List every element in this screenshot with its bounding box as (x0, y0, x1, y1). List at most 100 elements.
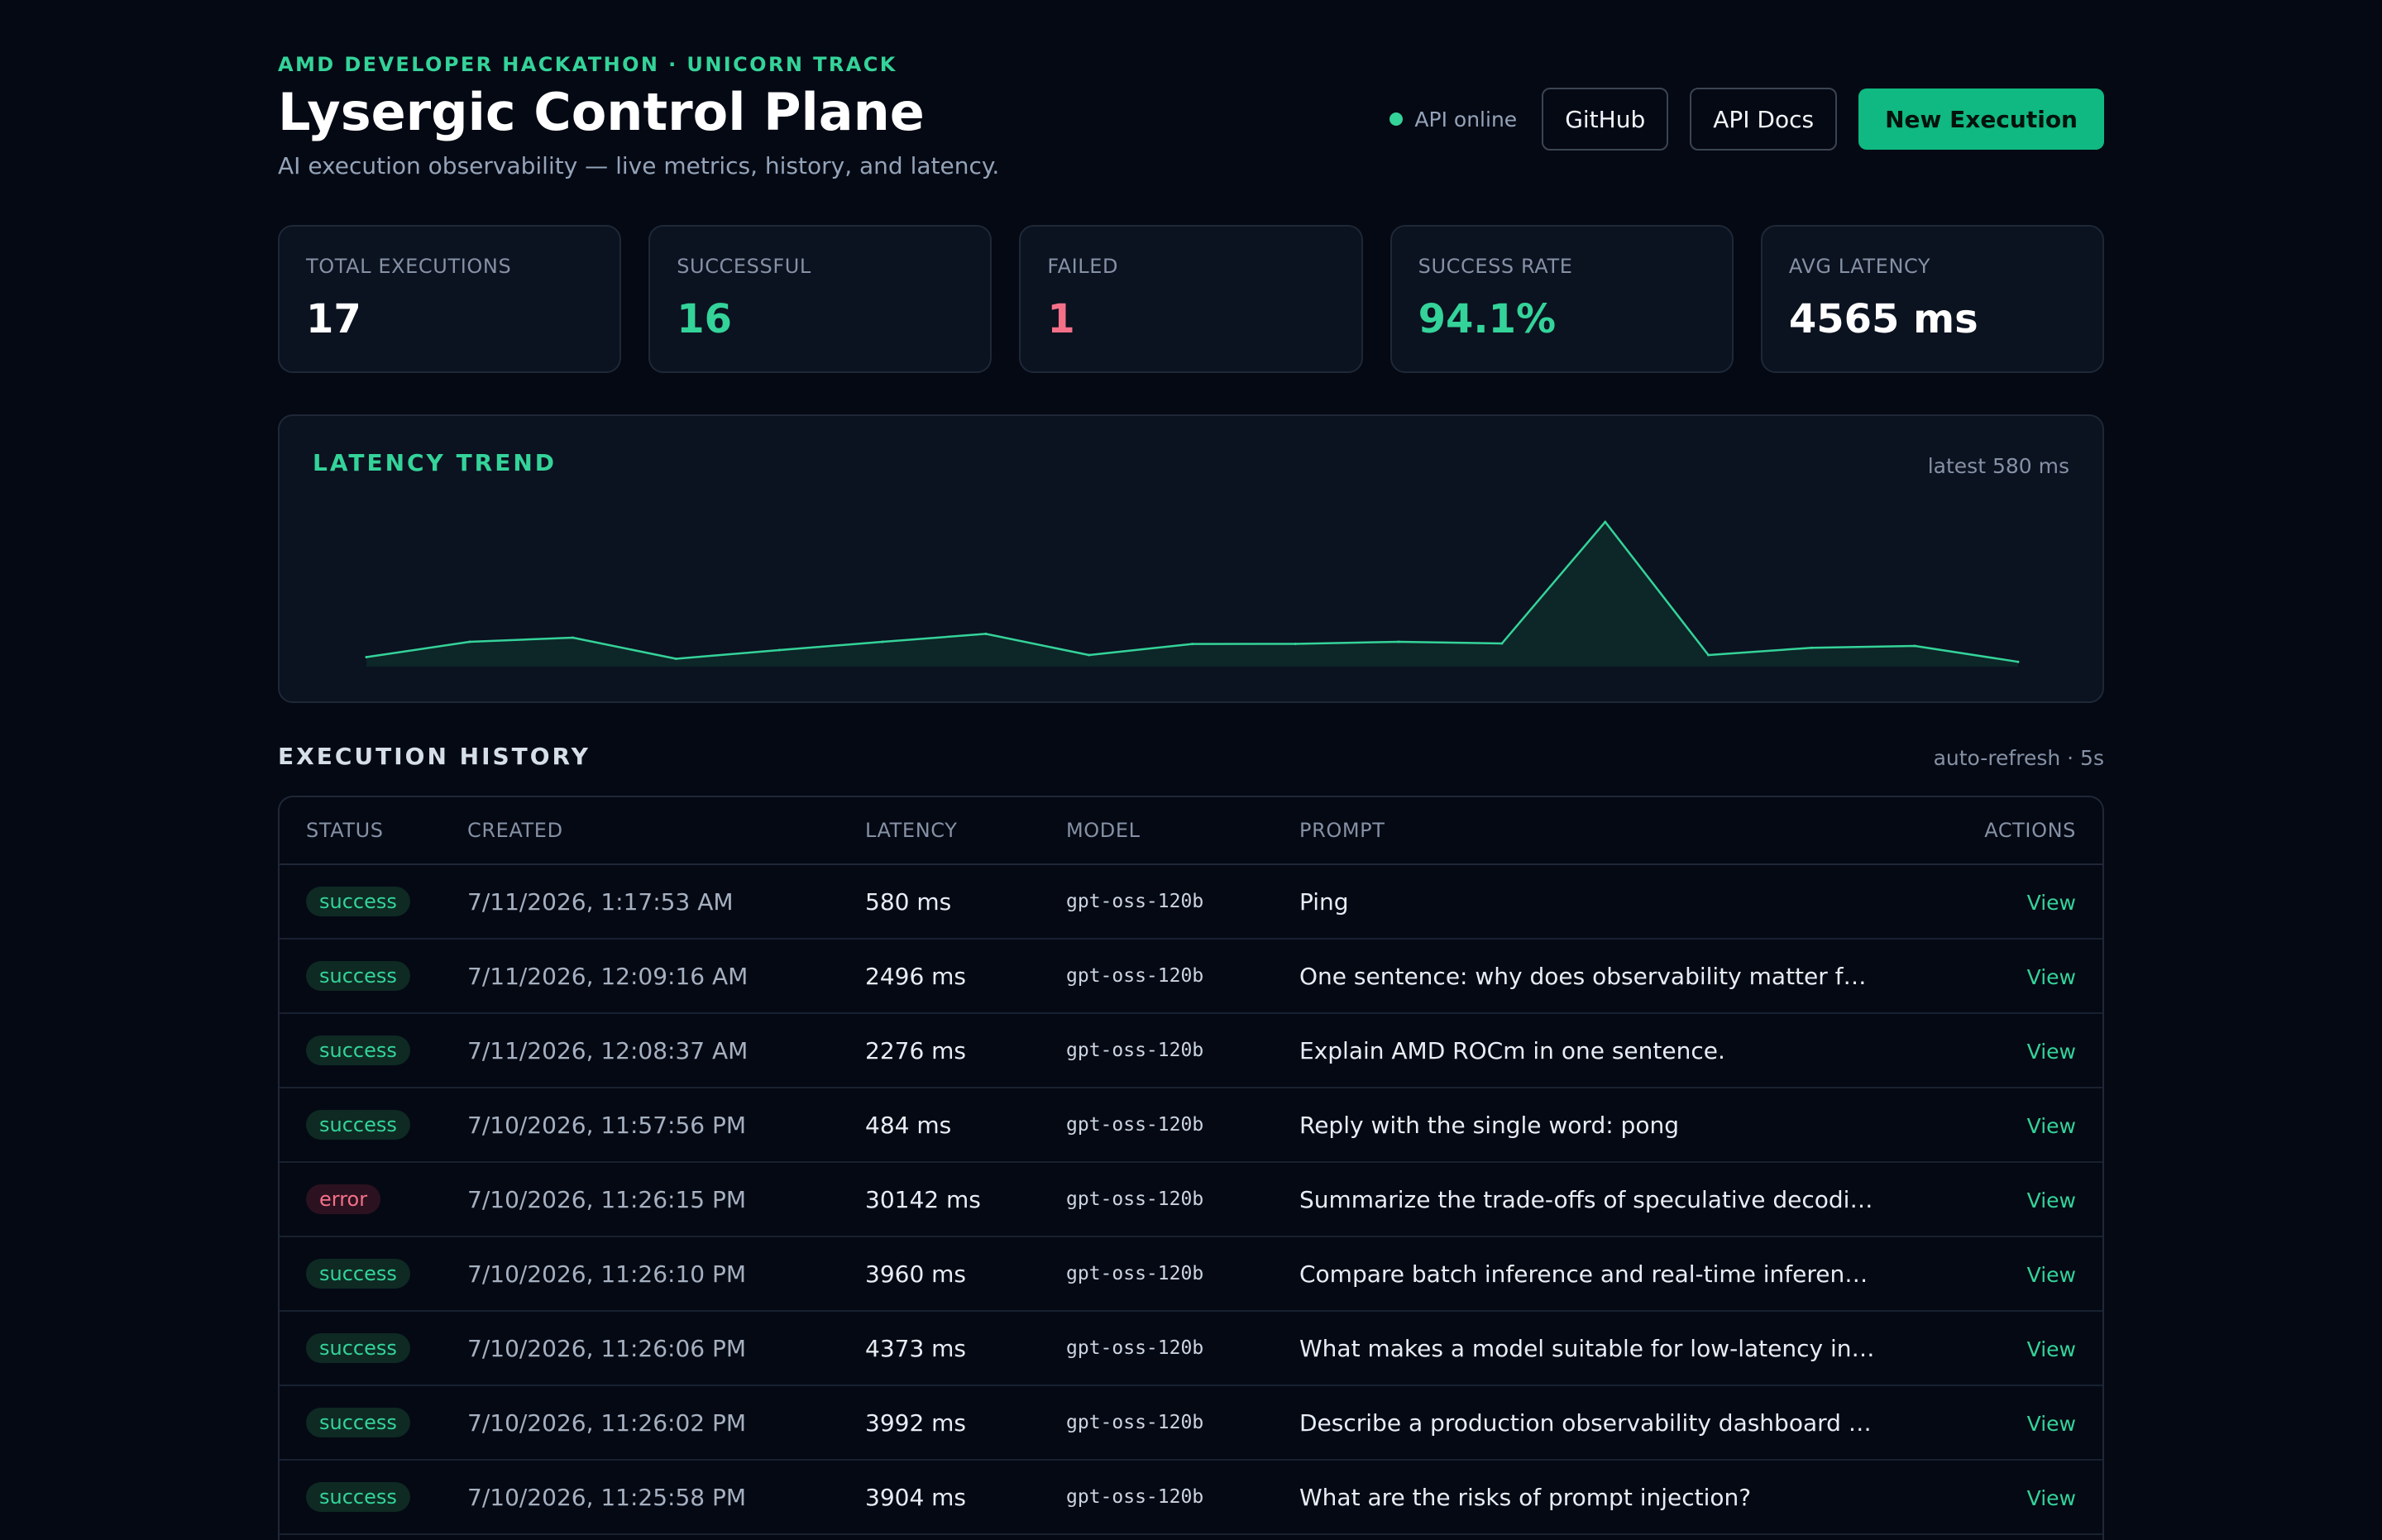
prompt-cell: Reply with the single word: pong (1299, 1112, 1957, 1139)
dashboard-page: AMD DEVELOPER HACKATHON · UNICORN TRACK … (278, 0, 2105, 1540)
model-cell: gpt-oss-120b (1066, 891, 1204, 912)
view-link[interactable]: View (2026, 1188, 2076, 1212)
view-link[interactable]: View (2026, 1262, 2076, 1287)
view-link[interactable]: View (2026, 1411, 2076, 1436)
table-row[interactable]: error 7/10/2026, 11:26:15 PM 30142 ms gpt-o… (280, 1163, 2102, 1237)
stat-label: TOTAL EXECUTIONS (306, 255, 512, 278)
prompt-text: Ping (1299, 887, 1349, 916)
latency-point (468, 640, 471, 643)
created-cell: 7/10/2026, 11:26:02 PM (467, 1408, 747, 1437)
view-link[interactable]: View (2026, 1337, 2076, 1361)
auto-refresh-label: auto-refresh · 5s (1933, 746, 2104, 770)
stat-value: 4565 ms (1788, 296, 1978, 342)
api-docs-button[interactable]: API Docs (1690, 88, 1838, 151)
model-cell: gpt-oss-120b (1066, 1114, 1204, 1136)
actions-cell: View (1957, 963, 2102, 990)
page-title: Lysergic Control Plane (278, 82, 925, 142)
table-row[interactable]: success 7/10/2026, 11:26:06 PM 4373 ms gpt-… (280, 1312, 2102, 1386)
column-header-latency[interactable]: LATENCY (865, 819, 958, 842)
prompt-cell: Ping (1299, 888, 1957, 916)
latency-area (366, 522, 2018, 667)
new-execution-button[interactable]: New Execution (1858, 88, 2104, 150)
history-header: EXECUTION HISTORY auto-refresh · 5s (278, 703, 2104, 796)
column-header-prompt[interactable]: PROMPT (1299, 819, 1385, 842)
latency-point (881, 640, 884, 643)
table-row[interactable]: success 7/10/2026, 11:57:56 PM 484 ms gpt-o… (280, 1088, 2102, 1163)
prompt-text: Compare batch inference and real-time in… (1299, 1260, 1868, 1288)
latency-cell: 3960 ms (865, 1260, 967, 1288)
status-badge: success (306, 1482, 410, 1512)
prompt-text: One sentence: why does observability mat… (1299, 962, 1867, 990)
table-row[interactable]: success 7/10/2026, 11:26:10 PM 3960 ms gpt-… (280, 1237, 2102, 1312)
view-link[interactable]: View (2026, 890, 2076, 915)
latency-point (1604, 520, 1607, 524)
latency-cell: 4373 ms (865, 1334, 967, 1362)
latency-point (1810, 646, 1813, 649)
view-link[interactable]: View (2026, 1485, 2076, 1510)
view-link[interactable]: View (2026, 964, 2076, 989)
table-row[interactable]: success 7/10/2026, 11:25:58 PM 3904 ms gpt-… (280, 1461, 2102, 1535)
model-cell: gpt-oss-120b (1066, 1337, 1204, 1359)
header-actions: API online GitHub API Docs New Execution (1390, 88, 2104, 151)
latency-series-line (366, 520, 2019, 663)
view-link[interactable]: View (2026, 1113, 2076, 1138)
status-cell: success (280, 1035, 467, 1065)
column-header-created[interactable]: CREATED (467, 819, 563, 842)
created-cell: 7/10/2026, 11:26:10 PM (467, 1260, 747, 1288)
latency-latest: latest 580 ms (1927, 454, 2069, 478)
column-header-actions: ACTIONS (1984, 819, 2076, 842)
status-badge: success (306, 1259, 410, 1289)
latency-point (984, 632, 988, 635)
api-status-label: API online (1414, 107, 1518, 132)
model-cell: gpt-oss-120b (1066, 1263, 1204, 1284)
prompt-cell: Explain AMD ROCm in one sentence. (1299, 1037, 1957, 1064)
view-link[interactable]: View (2026, 1039, 2076, 1064)
table-header: STATUS CREATED LATENCY MODEL PROMPT ACTI… (280, 797, 2102, 865)
table-row[interactable]: success 7/10/2026, 11:26:02 PM 3992 ms gpt-… (280, 1386, 2102, 1461)
actions-cell: View (1957, 1112, 2102, 1139)
github-button[interactable]: GitHub (1542, 88, 1669, 151)
latency-point (1397, 640, 1400, 643)
stat-card-failed: FAILED 1 (1019, 225, 1363, 373)
prompt-text: What are the risks of prompt injection? (1299, 1483, 1752, 1511)
status-cell: success (280, 1259, 467, 1289)
latency-point (572, 636, 575, 639)
status-badge: success (306, 1333, 410, 1363)
latency-point (1707, 653, 1710, 657)
stat-card-total: TOTAL EXECUTIONS 17 (278, 225, 622, 373)
status-badge: error (306, 1184, 381, 1214)
latency-point (1088, 653, 1091, 657)
latency-point (1294, 643, 1297, 645)
prompt-text: What makes a model suitable for low-late… (1299, 1334, 1875, 1362)
actions-cell: View (1957, 1037, 2102, 1064)
status-cell: error (280, 1184, 467, 1214)
stat-card-success-rate: SUCCESS RATE 94.1% (1390, 225, 1734, 373)
latency-cell: 484 ms (865, 1111, 952, 1139)
table-row[interactable]: success 7/11/2026, 12:09:16 AM 2496 ms gpt-… (280, 940, 2102, 1014)
prompt-cell: What are the risks of prompt injection? (1299, 1484, 1957, 1511)
page-header: AMD DEVELOPER HACKATHON · UNICORN TRACK … (278, 0, 2104, 225)
stat-card-successful: SUCCESSFUL 16 (648, 225, 992, 373)
column-header-model[interactable]: MODEL (1066, 819, 1141, 842)
model-cell: gpt-oss-120b (1066, 1486, 1204, 1508)
table-row[interactable]: success 7/11/2026, 1:17:53 AM 580 ms gpt-os… (280, 865, 2102, 940)
status-cell: success (280, 1333, 467, 1363)
status-cell: success (280, 961, 467, 991)
column-header-status[interactable]: STATUS (306, 819, 384, 842)
stat-card-avg-latency: AVG LATENCY 4565 ms (1760, 225, 2105, 373)
prompt-cell: Describe a production observability dash… (1299, 1409, 1957, 1437)
latency-cell: 2496 ms (865, 962, 967, 990)
created-cell: 7/10/2026, 11:57:56 PM (467, 1111, 747, 1139)
prompt-text: Reply with the single word: pong (1299, 1111, 1679, 1139)
latency-point (1913, 644, 1916, 648)
model-cell: gpt-oss-120b (1066, 965, 1204, 987)
latency-point (2016, 660, 2020, 663)
table-row[interactable]: success 7/11/2026, 12:08:37 AM 2276 ms gpt-… (280, 1014, 2102, 1088)
actions-cell: View (1957, 1260, 2102, 1288)
status-cell: success (280, 1110, 467, 1140)
created-cell: 7/11/2026, 1:17:53 AM (467, 887, 734, 916)
prompt-text: Explain AMD ROCm in one sentence. (1299, 1036, 1725, 1064)
page-subtitle: AI execution observability — live metric… (278, 152, 1000, 179)
status-badge: success (306, 1408, 410, 1437)
status-cell: success (280, 1408, 467, 1437)
